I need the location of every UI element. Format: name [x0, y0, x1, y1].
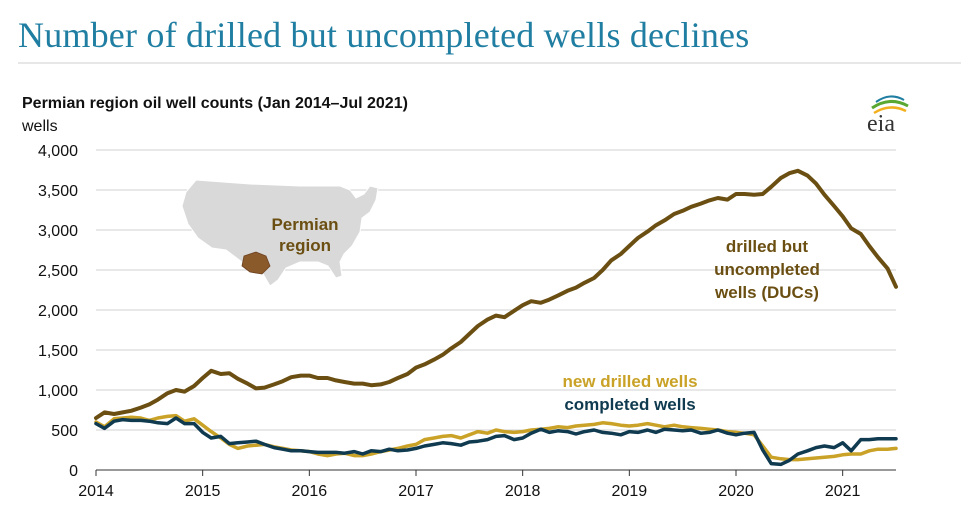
us-map-inset: Permian region: [181, 179, 379, 287]
duc-label-line3: wells (DUCs): [714, 283, 819, 302]
y-tick-label: 1,500: [38, 343, 78, 360]
x-tick-label: 2014: [78, 483, 114, 500]
logo-arc-icon: [873, 106, 907, 115]
x-tick-label: 2020: [718, 483, 754, 500]
duc-label-line1: drilled but: [726, 237, 809, 256]
headline: Number of drilled but uncompleted wells …: [18, 15, 750, 55]
y-tick-label: 0: [69, 463, 78, 480]
new-drilled-label: new drilled wells: [562, 372, 697, 391]
duc-series-line: [94, 168, 898, 420]
eia-logo: eia: [867, 95, 909, 137]
logo-arc-icon: [871, 100, 909, 110]
y-tick-label: 3,500: [38, 183, 78, 200]
map-label-line1: Permian: [271, 215, 338, 234]
x-tick-label: 2015: [185, 483, 221, 500]
logo-text: eia: [867, 111, 895, 137]
y-tick-label: 500: [51, 423, 78, 440]
completed-label: completed wells: [564, 395, 695, 414]
logo-arc-icon: [875, 95, 905, 103]
y-tick-label: 4,000: [38, 143, 78, 160]
duc-label-line2: uncompleted: [714, 260, 820, 279]
map-label-line2: region: [279, 236, 331, 255]
x-tick-label: 2016: [292, 483, 328, 500]
x-tick-label: 2019: [612, 483, 648, 500]
series-group: [94, 168, 898, 467]
y-tick-label: 2,000: [38, 303, 78, 320]
x-tick-label: 2018: [505, 483, 541, 500]
permian-region-icon: [241, 251, 271, 275]
chart-title: Permian region oil well counts (Jan 2014…: [22, 95, 408, 112]
completed-series-line: [94, 416, 898, 467]
us-map-icon: [181, 179, 379, 287]
x-tick-label: 2017: [398, 483, 434, 500]
y-tick-label: 1,000: [38, 383, 78, 400]
x-tick-label: 2021: [825, 483, 861, 500]
y-axis-unit-label: wells: [21, 118, 58, 135]
y-tick-label: 2,500: [38, 263, 78, 280]
x-axis: 2014 2015 2016 2017 2018 2019 2020 2021: [78, 469, 896, 500]
y-axis: 0 500 1,000 1,500 2,000 2,500 3,000 3,500 4,000: [38, 143, 78, 480]
y-tick-label: 3,000: [38, 223, 78, 240]
